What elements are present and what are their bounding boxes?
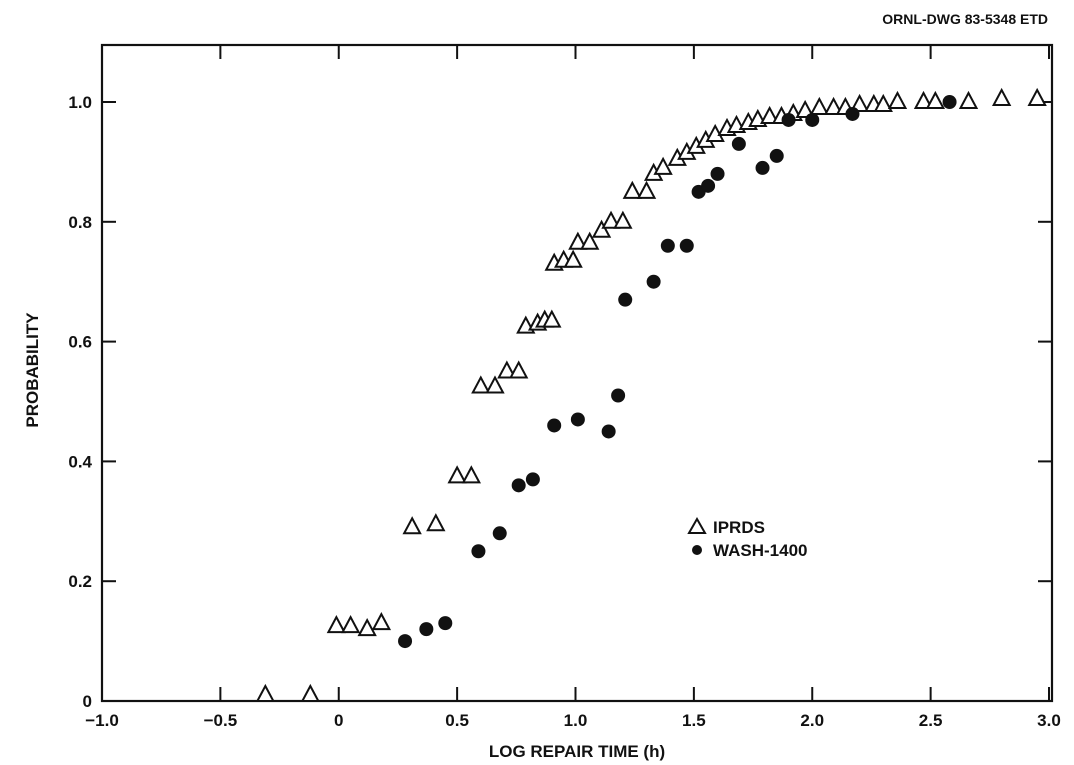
wash-1400-point (471, 544, 486, 559)
legend-item-wash-1400: WASH-1400 (692, 541, 807, 560)
iprds-point (485, 375, 505, 394)
iprds-point (887, 90, 908, 109)
wash-1400-point (781, 112, 796, 127)
iprds-point (849, 93, 870, 112)
iprds-point (795, 99, 815, 118)
iprds-point (823, 96, 844, 115)
wash-1400-point (570, 412, 585, 427)
iprds-point (913, 90, 934, 109)
iprds-point (958, 90, 979, 109)
iprds-point (509, 360, 529, 379)
iprds-point (636, 180, 657, 199)
iprds-point (580, 231, 600, 250)
wash-1400-point (660, 238, 675, 253)
legend-dot-icon (692, 545, 702, 555)
wash-1400-point (679, 238, 694, 253)
legend-item-iprds: IPRDS (687, 516, 765, 537)
iprds-point (357, 617, 377, 637)
series-iprds (255, 87, 1047, 703)
iprds-point (461, 465, 481, 484)
iprds-point (622, 180, 642, 199)
legend-triangle-icon (687, 516, 707, 534)
iprds-point (371, 612, 392, 631)
iprds-point (925, 90, 946, 109)
iprds-point (653, 156, 673, 175)
wash-1400-point (701, 178, 716, 193)
wash-1400-point (419, 622, 434, 637)
y-tick-label: 0.2 (68, 572, 92, 591)
y-tick-label: 0.6 (68, 333, 92, 352)
y-tick-label: 0.4 (68, 452, 92, 471)
x-tick-label: 0.5 (445, 711, 469, 730)
x-tick-label: 3.0 (1037, 711, 1061, 730)
iprds-point (471, 375, 491, 394)
iprds-point (563, 249, 583, 268)
iprds-point (326, 615, 347, 634)
iprds-point (300, 683, 321, 703)
iprds-point (1027, 87, 1047, 107)
wash-1400-point (511, 478, 526, 493)
wash-1400-point (646, 274, 661, 289)
iprds-point (613, 210, 633, 229)
x-axis-title: LOG REPAIR TIME (h) (489, 742, 665, 761)
iprds-point (542, 309, 562, 328)
iprds-point (340, 615, 361, 634)
x-tick-label: 2.0 (800, 711, 824, 730)
iprds-point (568, 231, 588, 250)
series-layer (255, 87, 1047, 703)
iprds-point (255, 683, 276, 703)
wash-1400-point (769, 148, 784, 163)
x-tick-label: 1.5 (682, 711, 706, 730)
wash-1400-point (601, 424, 616, 439)
wash-1400-point (611, 388, 626, 403)
y-axis-title: PROBABILITY (23, 312, 42, 428)
iprds-point (601, 210, 621, 229)
y-tick-label: 0 (83, 692, 92, 711)
iprds-point (402, 516, 422, 535)
series-wash-1400 (398, 95, 957, 649)
iprds-point (447, 465, 467, 484)
x-tick-label: −0.5 (204, 711, 238, 730)
wash-1400-point (438, 616, 453, 631)
iprds-point (591, 219, 612, 238)
y-axis-ticks: 0 0.2 0.4 0.6 0.8 1.0 (68, 93, 1052, 711)
wash-1400-point (547, 418, 562, 433)
iprds-point (426, 513, 446, 532)
wash-1400-point (398, 634, 413, 649)
plot-frame (100, 43, 1054, 703)
y-tick-label: 0.8 (68, 213, 92, 232)
x-tick-label: 0 (334, 711, 343, 730)
iprds-point (809, 96, 830, 115)
wash-1400-point (710, 166, 725, 181)
x-tick-label: 2.5 (919, 711, 943, 730)
x-tick-label: 1.0 (564, 711, 588, 730)
iprds-point (759, 105, 780, 124)
wash-1400-point (805, 112, 820, 127)
wash-1400-point (525, 472, 540, 487)
drawing-id: ORNL-DWG 83-5348 ETD (882, 11, 1048, 27)
iprds-point (497, 360, 517, 379)
wash-1400-point (731, 136, 746, 151)
wash-1400-point (845, 106, 860, 121)
wash-1400-point (492, 526, 507, 541)
legend-label-iprds: IPRDS (713, 518, 765, 537)
legend-label-wash-1400: WASH-1400 (713, 541, 807, 560)
wash-1400-point (618, 292, 633, 307)
iprds-point (873, 93, 893, 112)
x-axis-ticks: −1.0 −0.5 0 0.5 1.0 1.5 2.0 2.5 3.0 (85, 45, 1061, 730)
wash-1400-point (942, 95, 957, 109)
x-tick-label: −1.0 (85, 711, 119, 730)
legend: IPRDS WASH-1400 (687, 516, 807, 560)
wash-1400-point (755, 160, 770, 175)
y-tick-label: 1.0 (68, 93, 92, 112)
iprds-point (991, 87, 1012, 107)
